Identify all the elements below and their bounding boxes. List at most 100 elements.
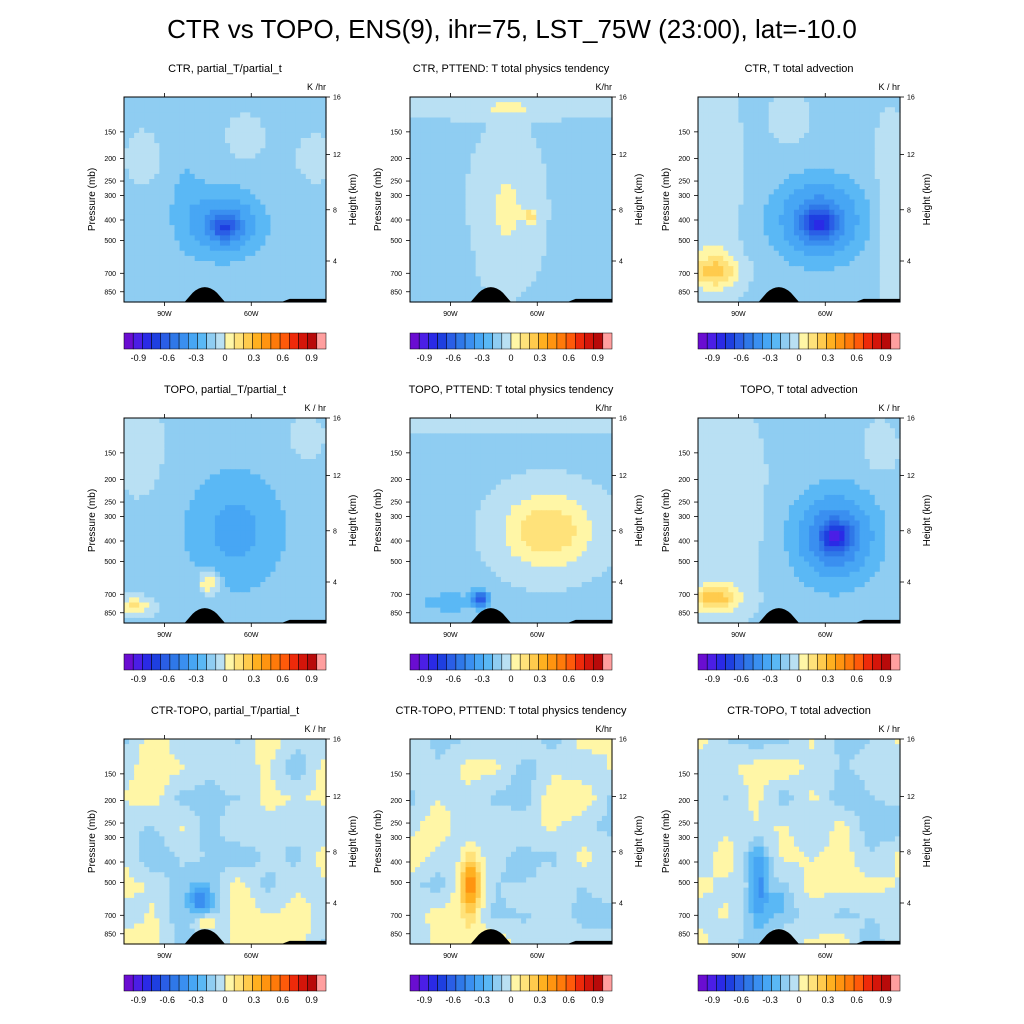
colorbar-swatch xyxy=(455,332,466,350)
pressure-tick-label: 400 xyxy=(104,218,116,225)
colorbar-swatch xyxy=(455,653,466,671)
pressure-tick-label: 850 xyxy=(678,289,690,296)
colorbar-label: 0.3 xyxy=(822,353,835,363)
colorbar-swatch xyxy=(844,653,855,671)
colorbar-swatch xyxy=(752,653,763,671)
panel-title: TOPO, partial_T/partial_t xyxy=(163,384,287,396)
colorbar-swatch xyxy=(252,332,262,350)
colorbar-swatch xyxy=(771,332,781,350)
colorbar-swatch xyxy=(716,332,726,350)
colorbar-swatch xyxy=(307,974,318,992)
height-axis-title: Height (km) xyxy=(922,495,933,547)
colorbar-swatch xyxy=(547,653,558,671)
colorbar-swatch xyxy=(743,974,754,992)
panel-title: TOPO, PTTEND: T total physics tendency xyxy=(408,384,614,396)
pressure-tick-label: 200 xyxy=(104,156,116,163)
colorbar-swatch xyxy=(771,653,781,671)
colorbar-swatch xyxy=(492,974,503,992)
colorbar-swatch xyxy=(418,332,429,350)
pressure-tick-label: 850 xyxy=(678,610,690,617)
height-tick-label: 16 xyxy=(907,416,915,423)
colorbar-label: -0.3 xyxy=(762,995,778,1005)
colorbar-swatch xyxy=(215,653,226,671)
x-tick-label: 90W xyxy=(443,311,458,318)
pressure-tick-label: 250 xyxy=(678,179,690,186)
colorbar-label: 0.6 xyxy=(850,995,863,1005)
colorbar-swatch xyxy=(826,332,836,350)
colorbar-swatch xyxy=(807,653,818,671)
height-tick-label: 8 xyxy=(907,207,911,214)
colorbar-swatch xyxy=(853,332,864,350)
units-label: K / hr xyxy=(304,724,326,734)
colorbar-swatch xyxy=(565,974,576,992)
colorbar-swatch xyxy=(474,974,484,992)
colorbar: -0.9 -0.6 -0.3 0 0.3 0.6 0.9 xyxy=(697,332,901,363)
height-tick-label: 4 xyxy=(333,901,337,908)
colorbar-swatch xyxy=(428,332,438,350)
pressure-tick-label: 200 xyxy=(390,477,402,484)
pressure-tick-label: 150 xyxy=(104,771,116,778)
colorbar-swatch xyxy=(197,653,207,671)
pressure-tick-label: 850 xyxy=(104,289,116,296)
colorbar-swatch xyxy=(863,653,873,671)
height-tick-label: 4 xyxy=(907,580,911,587)
colorbar-label: -0.3 xyxy=(474,353,490,363)
colorbar-label: 0.3 xyxy=(248,995,261,1005)
colorbar-label: -0.3 xyxy=(188,353,204,363)
colorbar-swatch xyxy=(261,332,272,350)
colorbar-swatch xyxy=(789,653,800,671)
colorbar-label: 0 xyxy=(222,674,227,684)
colorbar-swatch xyxy=(197,974,207,992)
colorbar-swatch xyxy=(233,332,244,350)
height-tick-label: 16 xyxy=(333,737,341,744)
pressure-tick-label: 700 xyxy=(678,592,690,599)
colorbar-label: 0.6 xyxy=(850,674,863,684)
pressure-axis-title: Pressure (mb) xyxy=(661,489,672,552)
pressure-tick-label: 400 xyxy=(390,860,402,867)
colorbar-swatch xyxy=(890,653,901,671)
colorbar-swatch xyxy=(789,332,800,350)
colorbar: -0.9 -0.6 -0.3 0 0.3 0.6 0.9 xyxy=(123,974,327,1005)
height-axis-title: Height (km) xyxy=(634,816,645,868)
colorbar-swatch xyxy=(151,653,161,671)
pressure-tick-label: 400 xyxy=(678,539,690,546)
colorbar-swatch xyxy=(279,332,290,350)
pressure-tick-label: 200 xyxy=(678,477,690,484)
colorbar-swatch xyxy=(519,332,530,350)
colorbar-label: 0.9 xyxy=(879,674,892,684)
colorbar-label: 0.9 xyxy=(305,995,318,1005)
colorbar-swatch xyxy=(261,653,272,671)
colorbar-swatch xyxy=(807,332,818,350)
colorbar-swatch xyxy=(697,974,708,992)
x-tick-label: 90W xyxy=(731,632,746,639)
pressure-tick-label: 150 xyxy=(390,450,402,457)
colorbar-label: -0.3 xyxy=(188,674,204,684)
colorbar-swatch xyxy=(890,974,901,992)
colorbar-label: -0.3 xyxy=(762,353,778,363)
colorbar-swatch xyxy=(178,332,189,350)
colorbar-swatch xyxy=(160,653,171,671)
colorbar-label: 0 xyxy=(222,353,227,363)
colorbar-swatch xyxy=(826,974,836,992)
colorbar-label: -0.6 xyxy=(446,995,462,1005)
pressure-tick-label: 150 xyxy=(678,771,690,778)
colorbar-swatch xyxy=(243,332,253,350)
colorbar-swatch xyxy=(316,974,327,992)
colorbar-swatch xyxy=(206,332,217,350)
colorbar-swatch xyxy=(224,653,235,671)
colorbar: -0.9 -0.6 -0.3 0 0.3 0.6 0.9 xyxy=(123,653,327,684)
x-tick-label: 60W xyxy=(244,311,259,318)
pressure-tick-label: 850 xyxy=(390,610,402,617)
x-tick-label: 60W xyxy=(530,953,545,960)
pressure-tick-label: 500 xyxy=(678,880,690,887)
colorbar-label: -0.3 xyxy=(762,674,778,684)
x-tick-label: 90W xyxy=(443,953,458,960)
colorbar-swatch xyxy=(252,653,262,671)
colorbar-swatch xyxy=(575,332,585,350)
colorbar-swatch xyxy=(483,653,493,671)
colorbar-swatch xyxy=(780,332,791,350)
height-axis-title: Height (km) xyxy=(348,174,359,226)
colorbar-swatch xyxy=(743,653,754,671)
colorbar-swatch xyxy=(556,332,567,350)
colorbar-swatch xyxy=(455,974,466,992)
